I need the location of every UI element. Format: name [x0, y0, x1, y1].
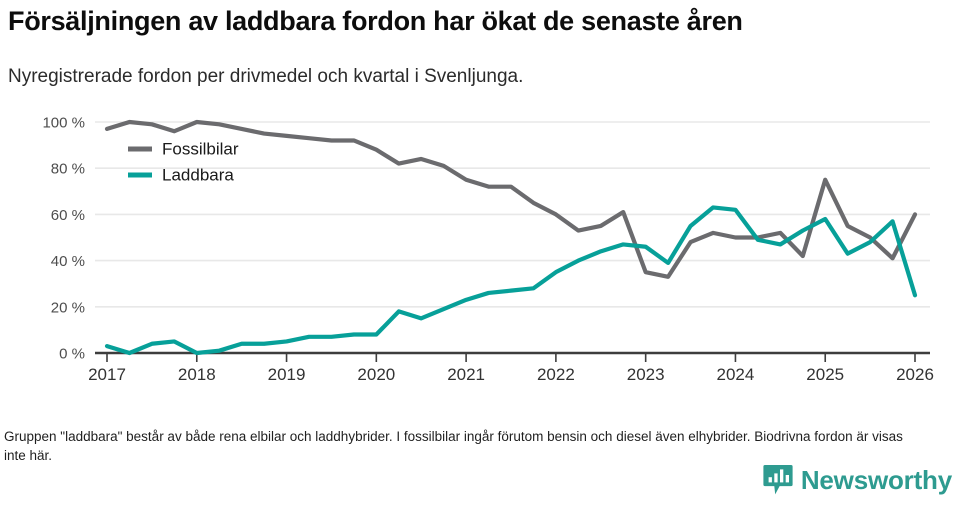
y-tick-label: 0 % — [59, 346, 85, 363]
chart-canvas: 0 % 20 % 40 % 60 % 80 % 100 % 2017 2018 2019 202… — [42, 115, 934, 385]
x-tick-label: 2026 — [896, 365, 934, 384]
y-axis-ticks: 0 % 20 % 40 % 60 % 80 % 100 % — [42, 115, 85, 363]
y-tick-label: 20 % — [51, 299, 85, 316]
line-chart: 0 % 20 % 40 % 60 % 80 % 100 % 2017 2018 2019 202… — [0, 108, 960, 393]
x-tick-label: 2018 — [178, 365, 216, 384]
x-tick-label: 2021 — [447, 365, 485, 384]
series-line — [104, 205, 918, 356]
newsworthy-logo[interactable]: Newsworthy — [763, 463, 952, 497]
series-line — [104, 119, 918, 279]
x-tick-label: 2020 — [357, 365, 395, 384]
page-subtitle: Nyregistrerade fordon per drivmedel och … — [8, 66, 524, 87]
x-tick-label: 2022 — [537, 365, 575, 384]
y-tick-label: 40 % — [51, 253, 85, 270]
x-tick-label: 2025 — [806, 365, 844, 384]
gridlines — [95, 121, 930, 308]
x-tick-label: 2017 — [88, 365, 126, 384]
chart-footnote: Gruppen "laddbara" består av både rena e… — [4, 429, 903, 463]
legend-label: Laddbara — [162, 165, 234, 184]
y-tick-label: 80 % — [51, 161, 85, 178]
x-tick-label: 2024 — [717, 365, 755, 384]
bar-chart-bubble-icon — [763, 465, 793, 495]
x-tick-label: 2019 — [268, 365, 306, 384]
y-tick-label: 100 % — [42, 115, 85, 132]
x-tick-label: 2023 — [627, 365, 665, 384]
y-tick-label: 60 % — [51, 207, 85, 224]
legend-label: Fossilbilar — [162, 139, 239, 158]
chart-legend: Fossilbilar Laddbara — [128, 139, 239, 184]
x-axis-ticks: 2017 2018 2019 2020 2021 2022 2023 2024 2025 2026 — [88, 354, 934, 384]
data-series — [104, 119, 918, 356]
page-title: Försäljningen av laddbara fordon har öka… — [8, 6, 743, 36]
brand-name: Newsworthy — [800, 465, 952, 495]
